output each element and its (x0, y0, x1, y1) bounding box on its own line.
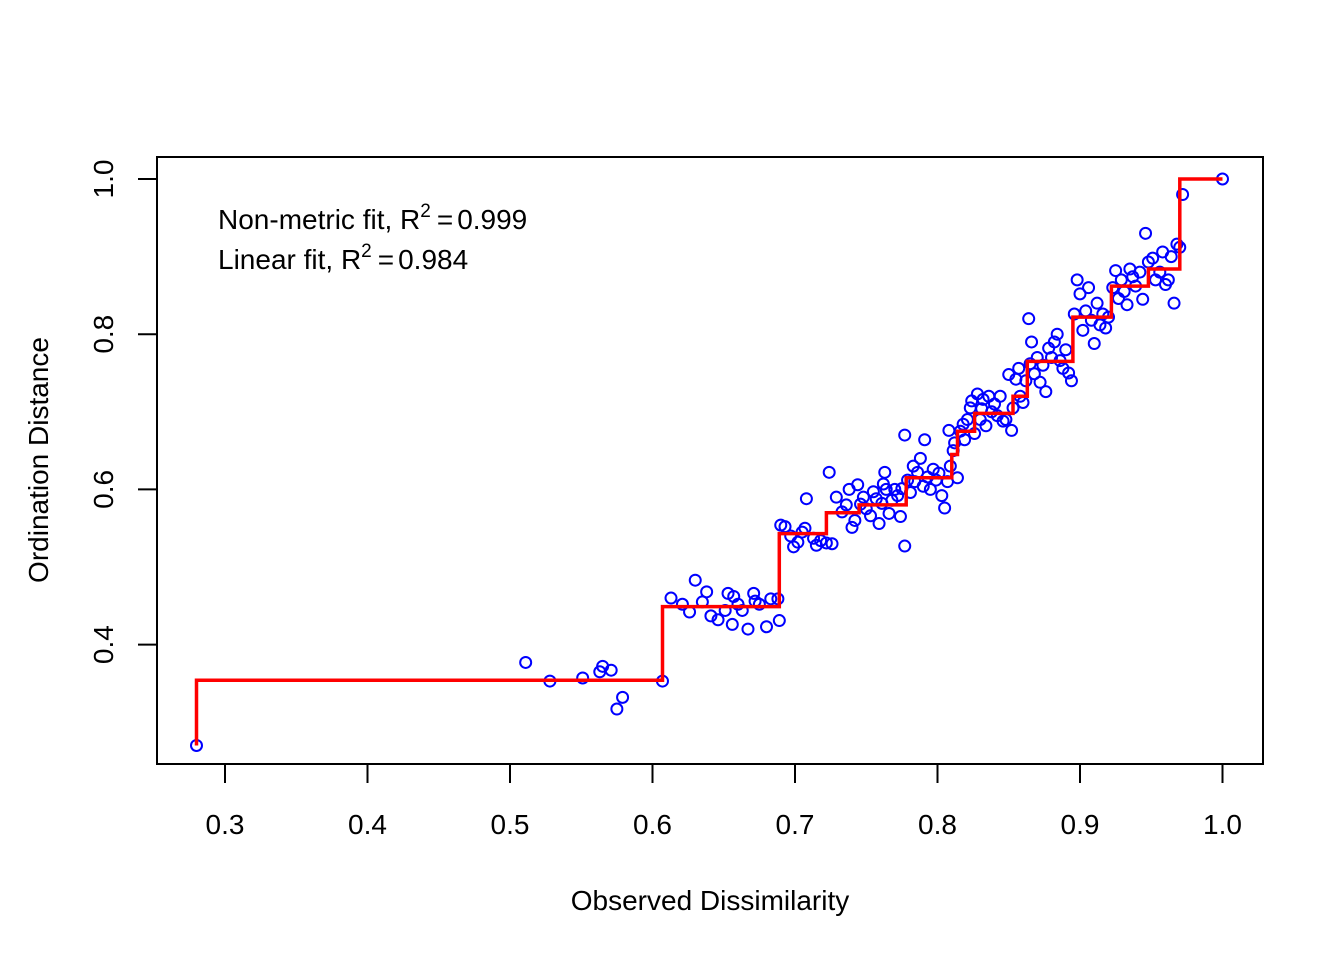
data-point (856, 490, 870, 504)
data-point (950, 471, 964, 485)
x-tick-label: 0.5 (491, 809, 530, 840)
data-point (711, 613, 725, 627)
data-point (993, 389, 1007, 403)
data-point (1176, 188, 1190, 202)
data-point (918, 433, 932, 447)
data-point (604, 663, 618, 677)
x-tick-label: 0.6 (633, 809, 672, 840)
data-point (979, 419, 993, 433)
data-point (664, 591, 678, 605)
data-point (851, 478, 865, 492)
data-point (1059, 343, 1073, 357)
data-point (848, 513, 862, 527)
data-point (1136, 292, 1150, 306)
data-point (675, 597, 689, 611)
data-point (1090, 296, 1104, 310)
data-point (819, 536, 833, 550)
data-point (741, 622, 755, 636)
data-point (1022, 312, 1036, 326)
y-axis: 0.4 0.6 0.8 1.0 (88, 160, 158, 664)
x-tick-label: 1.0 (1203, 809, 1242, 840)
data-point (1076, 323, 1090, 337)
data-point (1153, 265, 1167, 279)
data-point (616, 690, 630, 704)
data-point (864, 509, 878, 523)
data-point (872, 517, 886, 531)
x-axis-label: Observed Dissimilarity (571, 885, 850, 916)
y-tick-label: 1.0 (88, 160, 119, 199)
x-axis: 0.3 0.4 0.5 0.6 0.7 0.8 0.9 1.0 (206, 763, 1242, 840)
data-point (845, 520, 859, 534)
data-point (1133, 265, 1147, 279)
data-point (1033, 375, 1047, 389)
data-point (839, 498, 853, 512)
data-point (893, 510, 907, 524)
y-axis-label: Ordination Distance (23, 337, 54, 583)
data-point (1120, 298, 1134, 312)
data-point (1039, 385, 1053, 399)
data-point (898, 539, 912, 553)
data-point (1064, 374, 1078, 388)
data-point (704, 609, 718, 623)
step-fit-path (194, 177, 1223, 746)
step-fit-line (194, 177, 1223, 746)
x-tick-label: 0.9 (1061, 809, 1100, 840)
data-point (825, 537, 839, 551)
data-point (772, 614, 786, 628)
y-tick-label: 0.6 (88, 470, 119, 509)
data-point (1087, 337, 1101, 351)
y-tick-label: 0.4 (88, 625, 119, 664)
data-point (610, 702, 624, 716)
data-point (1005, 423, 1019, 437)
data-point (822, 465, 836, 479)
data-point (1062, 366, 1076, 380)
data-point (752, 597, 766, 611)
data-point (1139, 226, 1153, 240)
data-point (1047, 335, 1061, 349)
x-tick-label: 0.4 (348, 809, 387, 840)
data-point (1146, 251, 1160, 265)
data-point (965, 394, 979, 408)
data-point (829, 490, 843, 504)
data-point (764, 592, 778, 606)
data-point (1025, 335, 1039, 349)
data-point (882, 506, 896, 520)
data-point (1161, 273, 1175, 287)
data-point (1070, 273, 1084, 287)
data-point (942, 423, 956, 437)
data-point (519, 655, 533, 669)
data-point (1109, 264, 1123, 278)
data-point (879, 482, 893, 496)
data-point (725, 617, 739, 631)
data-point (923, 482, 937, 496)
y-tick-label: 0.8 (88, 315, 119, 354)
data-point (1073, 287, 1087, 301)
data-point (1114, 273, 1128, 287)
annotation-linear: Linear fit, R2 = 0.984 (218, 241, 468, 275)
data-point (688, 573, 702, 587)
data-point (878, 465, 892, 479)
x-tick-label: 0.3 (206, 809, 245, 840)
data-point (760, 620, 773, 634)
data-point (938, 501, 952, 515)
data-point (1164, 250, 1178, 264)
data-point (1170, 237, 1184, 251)
x-tick-label: 0.7 (776, 809, 815, 840)
data-point (747, 586, 761, 600)
data-point (1082, 281, 1096, 295)
data-point (1012, 361, 1026, 375)
data-point (700, 585, 714, 599)
data-point (1050, 327, 1064, 341)
x-tick-label: 0.8 (918, 809, 957, 840)
data-point (913, 451, 927, 465)
data-point (888, 482, 902, 496)
data-point (1167, 296, 1181, 310)
data-point (898, 428, 912, 442)
data-point (576, 671, 590, 685)
data-point (799, 492, 813, 506)
data-point (935, 489, 949, 503)
data-point (866, 485, 880, 499)
annotation-nonmetric: Non-metric fit, R2 = 0.999 (218, 201, 527, 235)
